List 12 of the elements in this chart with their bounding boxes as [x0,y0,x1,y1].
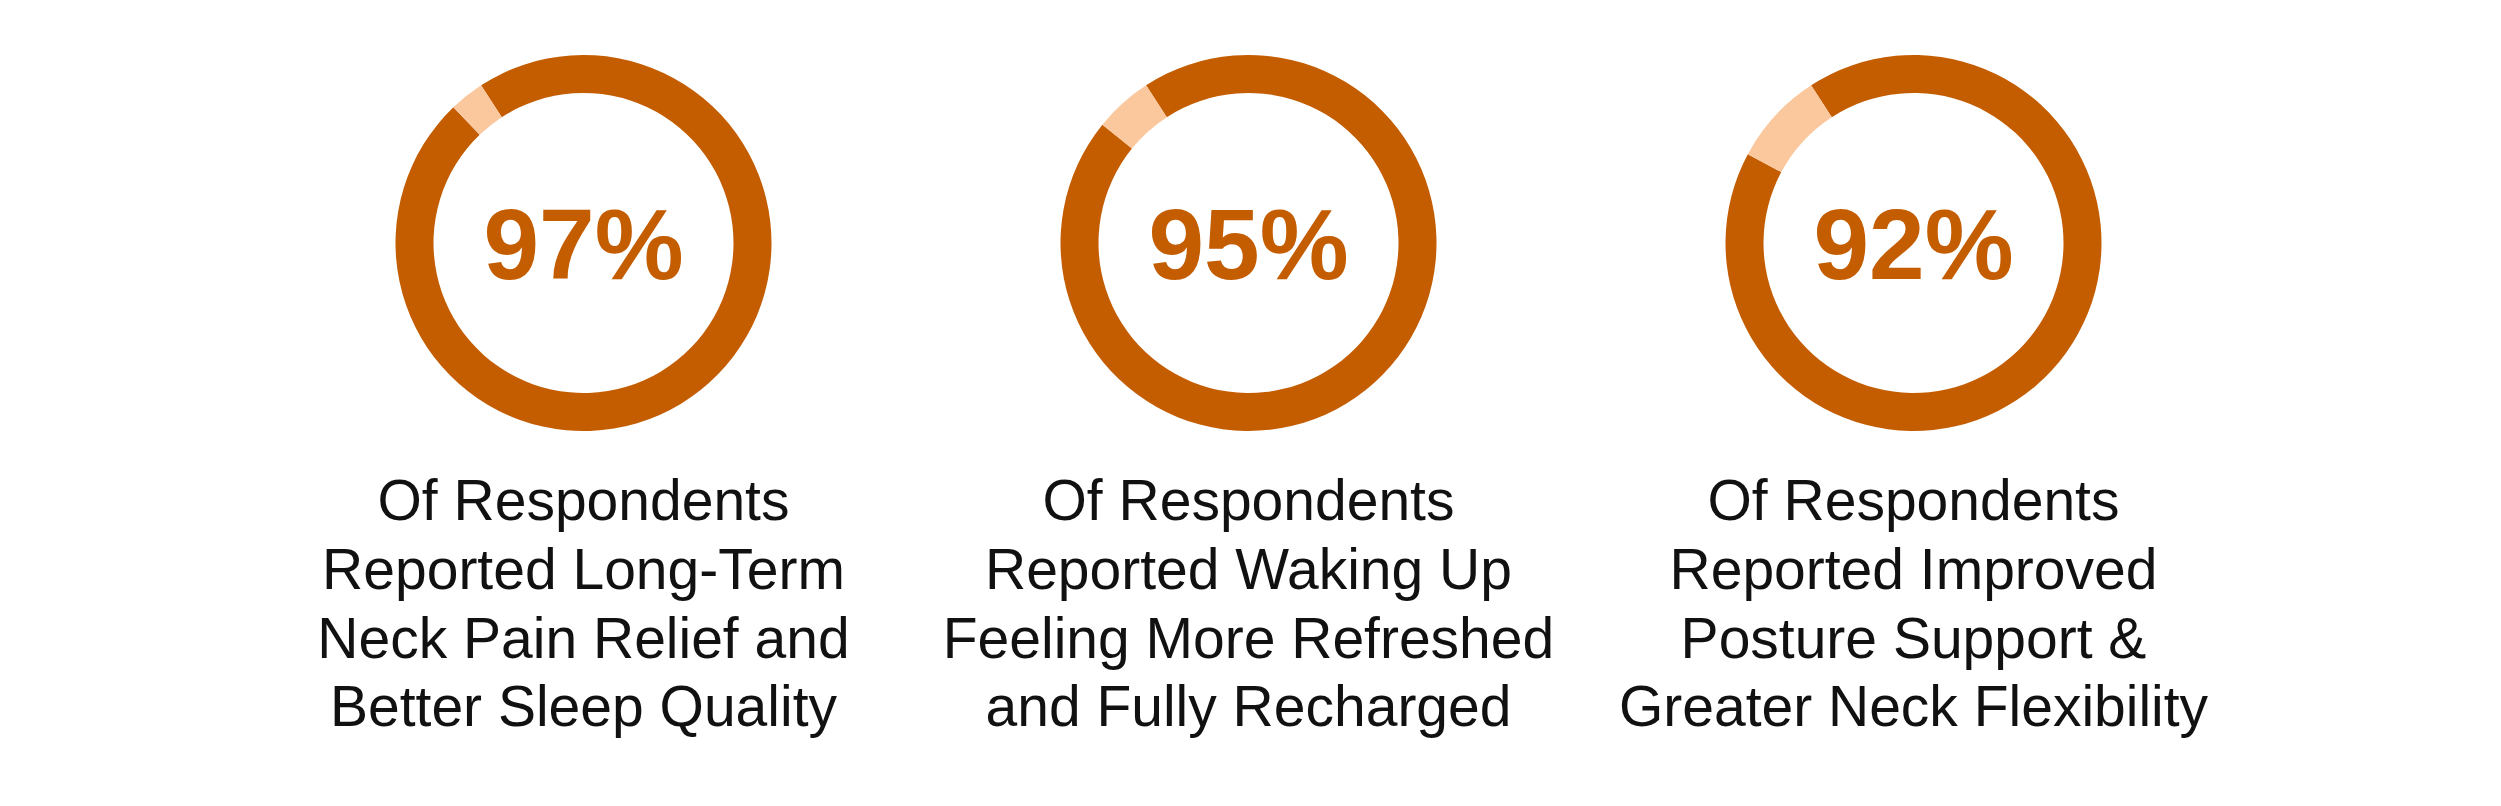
data-label: 92% [1813,188,2014,300]
donut-slice [1747,85,1832,173]
text: Of Respondents Reported Long-Term Neck Pain Relief and Better Sleep Quality [316,467,851,741]
text: Of Respondents Reported Waking Up Feeling More Refreshed and Fully Recharged [941,467,1556,741]
donut-slice [395,55,772,431]
data-label: 97% [483,188,684,300]
data-label: 95% [1148,188,1349,300]
donut-slice [1060,55,1437,431]
donut-slice [1102,85,1167,149]
text: Of Respondents Reported Improved Posture Support & Greater Neck Flexibility [1617,467,2210,741]
donut-slice [1725,55,2102,431]
donut-slice [453,85,502,135]
